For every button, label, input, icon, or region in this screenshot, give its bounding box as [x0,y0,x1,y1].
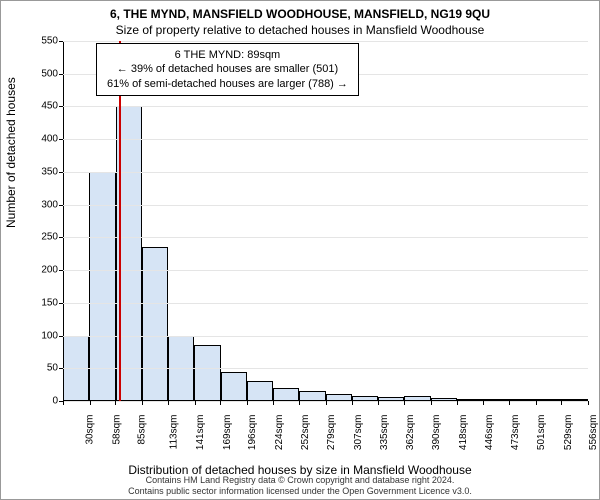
y-tick-label: 500 [28,68,58,79]
x-tick-label: 279sqm [326,415,337,451]
y-tick-mark [59,74,63,75]
y-tick-mark [59,106,63,107]
y-tick-mark [59,303,63,304]
x-tick-mark [90,401,91,405]
y-tick-mark [59,41,63,42]
x-tick-label: 335sqm [379,415,390,451]
footer: Contains HM Land Registry data © Crown c… [1,475,599,497]
x-tick-label: 390sqm [431,415,442,451]
grid-line [63,270,588,271]
bar [89,172,115,401]
y-tick-label: 450 [28,101,58,112]
chart-title: 6, THE MYND, MANSFIELD WOODHOUSE, MANSFI… [1,1,599,21]
x-tick-label: 58sqm [111,415,122,445]
grid-line [63,139,588,140]
x-tick-label: 307sqm [353,415,364,451]
y-tick-label: 50 [28,363,58,374]
footer-line-1: Contains HM Land Registry data © Crown c… [1,475,599,486]
bar [273,388,299,401]
bar [194,345,220,401]
footer-line-2: Contains public sector information licen… [1,486,599,497]
y-tick-label: 350 [28,166,58,177]
x-tick-mark [561,401,562,405]
x-tick-label: 85sqm [137,415,148,445]
y-tick-mark [59,205,63,206]
y-tick-mark [59,336,63,337]
legend-line-2: ← 39% of detached houses are smaller (50… [107,62,348,76]
x-tick-mark [195,401,196,405]
y-tick-mark [59,368,63,369]
x-tick-mark [63,401,64,405]
x-tick-mark [378,401,379,405]
x-tick-mark [588,401,589,405]
x-tick-mark [326,401,327,405]
grid-line [63,205,588,206]
bar [299,391,325,401]
chart-subtitle: Size of property relative to detached ho… [1,21,599,37]
x-tick-label: 141sqm [195,415,206,451]
x-tick-mark [536,401,537,405]
x-tick-label: 169sqm [222,415,233,451]
grid-line [63,41,588,42]
bar [221,372,247,401]
x-tick-label: 362sqm [405,415,416,451]
y-tick-mark [59,139,63,140]
x-tick-mark [352,401,353,405]
y-tick-label: 150 [28,297,58,308]
x-tick-label: 196sqm [247,415,258,451]
y-tick-label: 550 [28,36,58,47]
grid-line [63,172,588,173]
y-tick-label: 100 [28,330,58,341]
x-tick-label: 446sqm [484,415,495,451]
x-tick-label: 113sqm [168,415,179,450]
chart-container: 6, THE MYND, MANSFIELD WOODHOUSE, MANSFI… [0,0,600,500]
grid-line [63,106,588,107]
x-tick-mark [168,401,169,405]
x-tick-mark [457,401,458,405]
x-tick-mark [404,401,405,405]
y-tick-label: 400 [28,134,58,145]
x-tick-mark [142,401,143,405]
x-tick-label: 418sqm [458,415,469,451]
x-tick-label: 252sqm [300,415,311,451]
grid-line [63,237,588,238]
x-tick-label: 556sqm [589,415,600,451]
grid-line [63,368,588,369]
legend-line-3: 61% of semi-detached houses are larger (… [107,77,348,91]
legend-line-1: 6 THE MYND: 89sqm [107,48,348,62]
x-tick-label: 30sqm [85,415,96,445]
bar [247,381,273,401]
x-tick-label: 529sqm [563,415,574,451]
x-tick-mark [483,401,484,405]
grid-line [63,303,588,304]
x-tick-mark [431,401,432,405]
x-tick-mark [509,401,510,405]
x-tick-mark [220,401,221,405]
x-tick-mark [273,401,274,405]
y-tick-label: 300 [28,199,58,210]
y-tick-mark [59,237,63,238]
x-tick-label: 501sqm [536,415,547,451]
y-tick-mark [59,172,63,173]
y-tick-label: 0 [28,396,58,407]
x-tick-mark [299,401,300,405]
y-tick-mark [59,270,63,271]
x-tick-label: 473sqm [510,415,521,451]
y-tick-label: 200 [28,265,58,276]
y-axis-label: Number of detached houses [4,77,18,228]
x-tick-mark [115,401,116,405]
x-tick-label: 224sqm [274,415,285,451]
x-tick-mark [247,401,248,405]
legend-box: 6 THE MYND: 89sqm ← 39% of detached hous… [96,43,359,96]
y-tick-label: 250 [28,232,58,243]
grid-line [63,336,588,337]
